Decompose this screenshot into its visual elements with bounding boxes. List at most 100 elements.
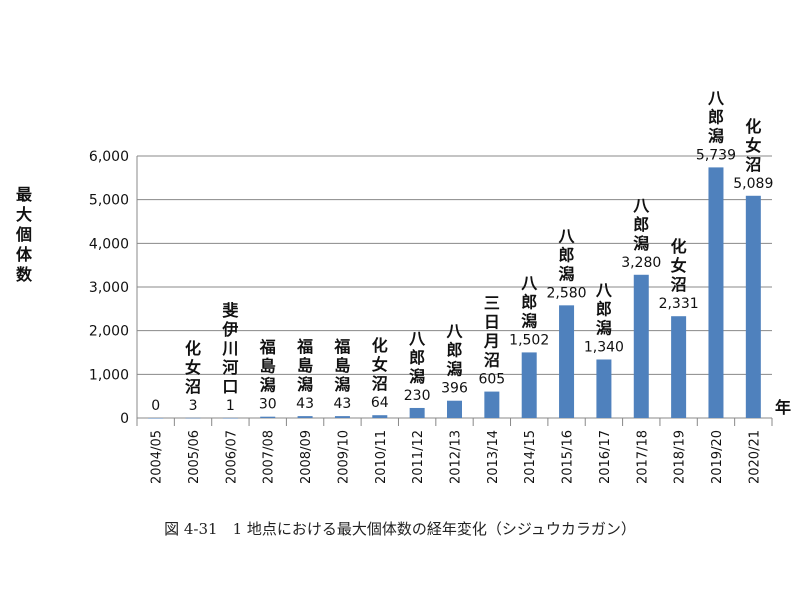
data-label: 64 xyxy=(371,395,389,411)
y-axis-title-char: 数 xyxy=(16,265,33,284)
x-tick-label: 2008/09 xyxy=(299,430,314,484)
location-label-char: 八 xyxy=(595,280,613,299)
y-tick-label: 4,000 xyxy=(89,236,129,252)
x-tick-label: 2005/06 xyxy=(187,430,202,484)
x-tick-label: 2013/14 xyxy=(486,430,501,484)
location-label-char: 化 xyxy=(185,339,201,358)
location-label-char: 八 xyxy=(408,329,426,348)
location-label-char: 潟 xyxy=(596,318,612,337)
location-label-char: 郎 xyxy=(409,348,425,367)
location-label-char: 潟 xyxy=(708,126,724,145)
location-label-char: 福 xyxy=(333,337,350,356)
location-label-char: 女 xyxy=(671,256,687,275)
data-label: 30 xyxy=(259,397,277,413)
data-label: 0 xyxy=(151,398,160,414)
data-label: 43 xyxy=(334,396,352,412)
location-label-char: 福 xyxy=(296,337,313,356)
location-label-char: 潟 xyxy=(446,360,462,379)
location-label-char: 沼 xyxy=(745,155,761,174)
bar xyxy=(708,167,724,418)
data-label: 230 xyxy=(404,388,431,404)
x-tick-label: 2015/16 xyxy=(561,430,576,484)
location-label-char: 潟 xyxy=(559,264,575,283)
y-tick-label: 5,000 xyxy=(89,193,129,209)
location-label-char: 沼 xyxy=(372,374,388,393)
location-label-char: 郎 xyxy=(596,299,612,318)
location-label-char: 化 xyxy=(671,237,687,256)
location-label-char: 潟 xyxy=(260,376,276,395)
location-label-char: 郎 xyxy=(633,215,649,234)
data-label: 1,340 xyxy=(584,339,624,355)
bar xyxy=(334,416,350,418)
x-tick-label: 2019/20 xyxy=(710,430,725,484)
bar xyxy=(633,274,649,418)
location-label-char: 郎 xyxy=(446,341,462,360)
x-tick-label: 2007/08 xyxy=(262,430,277,484)
location-label-char: 郎 xyxy=(521,292,537,311)
bar xyxy=(260,416,276,418)
location-label-char: 月 xyxy=(483,332,500,351)
location-label-char: 八 xyxy=(632,196,650,215)
location-label-char: 沼 xyxy=(671,275,687,294)
location-label-char: 沼 xyxy=(185,377,201,396)
data-label: 5,089 xyxy=(733,176,773,192)
bar xyxy=(521,352,537,418)
data-label: 2,331 xyxy=(659,296,699,312)
location-label-char: 島 xyxy=(260,357,276,376)
data-label: 396 xyxy=(441,381,468,397)
location-label-char: 潟 xyxy=(521,311,537,330)
y-axis-title-char: 最 xyxy=(16,185,33,204)
location-label-char: 島 xyxy=(334,356,350,375)
location-label-char: 女 xyxy=(745,136,761,155)
bar xyxy=(148,418,164,419)
y-axis-title-char: 大 xyxy=(16,205,32,224)
x-tick-label: 2004/05 xyxy=(150,430,165,484)
location-label-char: 伊 xyxy=(221,320,238,339)
data-label: 5,739 xyxy=(696,147,736,163)
data-label: 605 xyxy=(478,372,505,388)
x-tick-label: 2018/19 xyxy=(673,430,688,484)
location-label-char: 女 xyxy=(185,358,201,377)
location-label-char: 斐 xyxy=(222,301,238,320)
bar xyxy=(671,316,687,418)
bar xyxy=(372,415,388,418)
data-label: 3,280 xyxy=(621,255,661,271)
x-tick-label: 2010/11 xyxy=(374,430,389,484)
data-label: 1,502 xyxy=(509,332,549,348)
y-axis-title-char: 個 xyxy=(15,225,32,244)
location-label-char: 川 xyxy=(221,339,238,358)
data-label: 43 xyxy=(296,396,314,412)
x-tick-label: 2020/21 xyxy=(747,430,762,484)
x-tick-label: 2011/12 xyxy=(411,430,426,484)
location-label-char: 郎 xyxy=(708,107,724,126)
x-tick-label: 2016/17 xyxy=(598,430,613,484)
location-label-char: 潟 xyxy=(633,234,649,253)
y-axis-title-char: 体 xyxy=(16,245,33,264)
x-tick-label: 2012/13 xyxy=(449,430,464,484)
location-label-char: 八 xyxy=(558,226,576,245)
x-axis-title: 年 xyxy=(775,398,791,417)
location-label-char: 化 xyxy=(372,336,388,355)
location-label-char: 八 xyxy=(520,273,538,292)
location-label-char: 八 xyxy=(445,322,463,341)
location-label-char: 福 xyxy=(259,338,276,357)
bar xyxy=(409,407,425,418)
bar xyxy=(222,417,238,419)
y-tick-label: 3,000 xyxy=(89,280,129,296)
data-label: 2,580 xyxy=(547,285,587,301)
location-label-char: 口 xyxy=(222,377,238,396)
bar xyxy=(596,359,612,418)
y-tick-label: 6,000 xyxy=(89,149,129,165)
bar xyxy=(297,416,313,418)
x-tick-label: 2014/15 xyxy=(523,430,538,484)
bar xyxy=(185,417,201,419)
location-label-char: 八 xyxy=(707,88,725,107)
data-label: 3 xyxy=(189,398,198,414)
location-label-char: 三 xyxy=(484,294,500,313)
location-label-char: 河 xyxy=(222,358,238,377)
y-tick-label: 0 xyxy=(120,411,129,427)
location-label-char: 日 xyxy=(484,313,500,332)
bar xyxy=(447,400,462,418)
x-tick-label: 2009/10 xyxy=(336,430,351,484)
